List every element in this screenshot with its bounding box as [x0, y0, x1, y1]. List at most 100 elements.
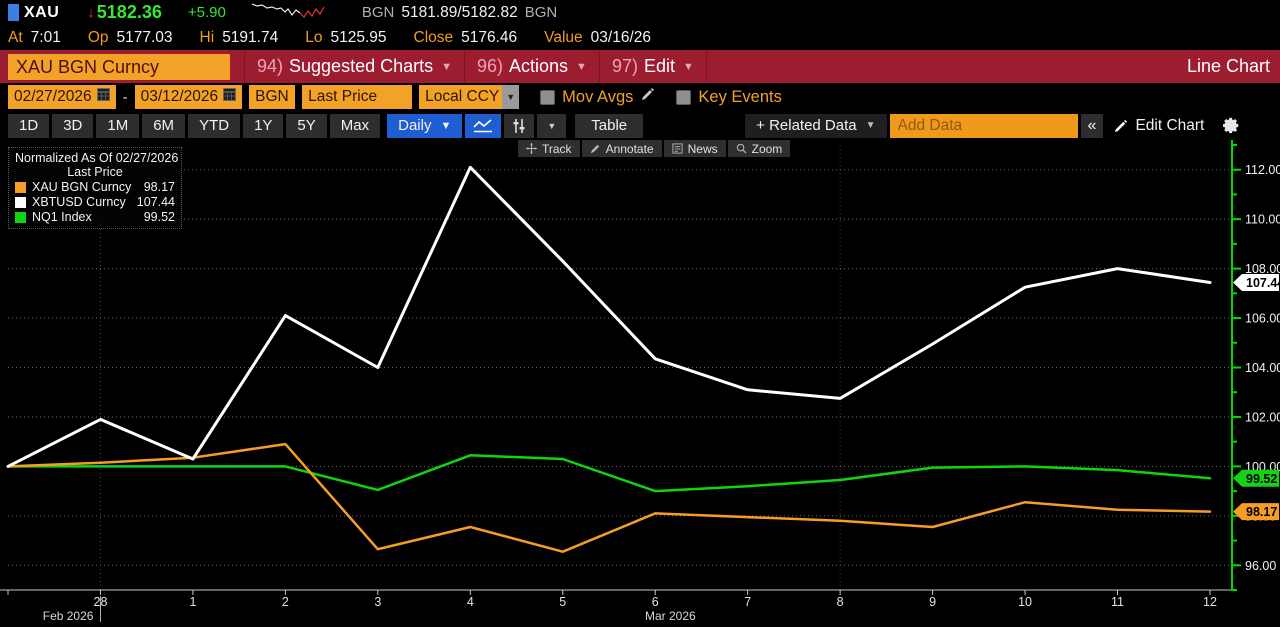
legend-series-name: XBTUSD Curncy: [32, 195, 126, 209]
x-tick-label: 6: [652, 595, 659, 609]
line-chart-type-button[interactable]: [465, 113, 502, 138]
legend-swatch: [15, 181, 26, 193]
stat-label: Op: [87, 28, 109, 46]
calendar-icon[interactable]: [223, 88, 237, 106]
menu-item-suggested-charts[interactable]: 94) Suggested Charts ▼: [244, 50, 465, 83]
chevron-down-icon: ▼: [440, 119, 452, 132]
range-button-1m[interactable]: 1M: [96, 113, 140, 138]
y-tick-label: 110.00: [1245, 213, 1280, 227]
date-to-field[interactable]: 03/12/2026: [134, 85, 243, 109]
range-button-5y[interactable]: 5Y: [286, 113, 327, 138]
key-events-label: Key Events: [698, 87, 782, 106]
annotate-pencil-icon: [590, 144, 599, 154]
range-button-3d[interactable]: 3D: [52, 113, 94, 138]
more-chart-types-dropdown[interactable]: ▼: [537, 113, 567, 138]
menu-item-edit[interactable]: 97) Edit ▼: [600, 50, 707, 83]
x-tick-label: 11: [1111, 595, 1124, 609]
y-tick-label: 112.00: [1245, 163, 1280, 177]
menu-item-label: Edit: [643, 56, 675, 76]
stat-label: Close: [413, 28, 454, 46]
range-toolbar: 1D 3D 1M 6M YTD 1Y 5Y Max Daily ▼ ▼ Table + Rel…: [0, 112, 1280, 139]
last-price-badge: [1233, 273, 1279, 291]
chart-settings-toolbar: 02/27/2026 - 03/12/2026 BGN Last Price L…: [0, 84, 1280, 110]
last-price-badge: [1233, 503, 1279, 521]
date-to-value: 03/12/2026: [140, 88, 219, 105]
range-button-1d[interactable]: 1D: [8, 113, 50, 138]
mov-avgs-checkbox[interactable]: [540, 89, 556, 105]
legend-swatch: [15, 196, 26, 208]
legend-series-name: NQ1 Index: [32, 210, 92, 224]
y-tick-label: 96.00: [1245, 559, 1276, 573]
price-field-selector[interactable]: Last Price: [302, 85, 413, 109]
chevron-down-icon: ▼: [865, 120, 876, 131]
stat-value: 5191.74: [222, 28, 279, 46]
zoom-button[interactable]: Zoom: [727, 140, 791, 157]
range-button-max[interactable]: Max: [329, 113, 381, 138]
gear-icon: [1223, 117, 1239, 134]
legend-title: Normalized As Of 02/27/2026: [15, 151, 179, 165]
function-menu-bar: XAU BGN Curncy 94) Suggested Charts ▼ 96) Ac…: [0, 50, 1280, 83]
chart-levels-button[interactable]: [504, 113, 535, 138]
legend-item[interactable]: NQ1 Index 99.52: [15, 210, 175, 224]
quote-stat-hi: Hi 5191.74: [200, 29, 279, 47]
security-input-field[interactable]: XAU BGN Curncy: [8, 53, 230, 80]
currency-selector[interactable]: Local CCY ▼: [419, 85, 520, 109]
legend-swatch: [15, 211, 26, 223]
x-tick-label: 7: [744, 595, 751, 609]
legend-item[interactable]: XAU BGN Curncy 98.17: [15, 180, 175, 194]
mini-chart-sparkline: [250, 0, 332, 26]
security-chip-icon: [8, 4, 19, 21]
menu-item-actions[interactable]: 96) Actions ▼: [465, 50, 600, 83]
quote-header: XAU ↓ 5182.36 +5.90 BGN 5181.89/5182.82 …: [0, 0, 1280, 50]
legend-item[interactable]: XBTUSD Curncy 107.44: [15, 195, 175, 209]
stat-label: Hi: [199, 28, 215, 46]
chevron-down-icon: ▼: [576, 60, 587, 73]
bid-source-label: BGN: [361, 4, 395, 21]
quote-stat-close: Close 5176.46: [414, 29, 518, 47]
menu-item-number: 97): [611, 56, 638, 76]
edit-chart-button[interactable]: Edit Chart: [1106, 114, 1212, 138]
ask-source-label: BGN: [524, 4, 558, 21]
table-button[interactable]: Table: [575, 113, 644, 138]
ticker-symbol: XAU: [24, 3, 60, 21]
track-button[interactable]: Track: [518, 140, 580, 157]
pencil-icon[interactable]: [640, 87, 655, 107]
pricing-source-field[interactable]: BGN: [249, 85, 296, 109]
stat-value: 5176.46: [461, 28, 518, 46]
legend-series-name: XAU BGN Curncy: [32, 180, 132, 194]
chevron-down-icon[interactable]: ▼: [502, 85, 520, 109]
range-button-ytd[interactable]: YTD: [188, 113, 241, 138]
last-price-badge-label: 98.17: [1246, 505, 1277, 519]
related-data-label: + Related Data: [756, 117, 857, 134]
annotate-button[interactable]: Annotate: [581, 140, 662, 157]
quote-stat-op: Op 5177.03: [88, 29, 173, 47]
date-from-field[interactable]: 02/27/2026: [8, 85, 116, 109]
news-icon: [672, 143, 683, 154]
x-tick-label: 1: [189, 595, 196, 609]
x-tick-label: 10: [1018, 595, 1032, 609]
x-tick-label: 5: [559, 595, 566, 609]
menu-items: 94) Suggested Charts ▼ 96) Actions ▼ 97) Edit ▼: [244, 50, 707, 83]
page-title: Line Chart: [1186, 56, 1270, 76]
legend-series-value: 98.17: [143, 180, 175, 194]
range-button-1y[interactable]: 1Y: [243, 113, 284, 138]
period-dropdown[interactable]: Daily ▼: [387, 113, 463, 138]
related-data-dropdown[interactable]: + Related Data ▼: [745, 113, 887, 138]
x-tick-label: 2: [282, 595, 289, 609]
legend-series-value: 99.52: [143, 210, 175, 224]
magnifier-icon: [736, 143, 747, 154]
range-button-6m[interactable]: 6M: [142, 113, 186, 138]
chart-options-gear-button[interactable]: [1217, 114, 1246, 138]
chevron-down-icon: ▼: [441, 60, 452, 73]
key-events-checkbox[interactable]: [676, 89, 692, 105]
y-tick-label: 102.00: [1245, 410, 1280, 424]
add-data-input[interactable]: [889, 113, 1078, 138]
news-button[interactable]: News: [663, 140, 726, 157]
menu-item-label: Actions: [509, 56, 569, 76]
calendar-icon[interactable]: [96, 88, 110, 106]
mov-avgs-label: Mov Avgs: [562, 87, 634, 106]
collapse-panel-button[interactable]: «: [1080, 113, 1104, 138]
period-value: Daily: [398, 117, 432, 134]
